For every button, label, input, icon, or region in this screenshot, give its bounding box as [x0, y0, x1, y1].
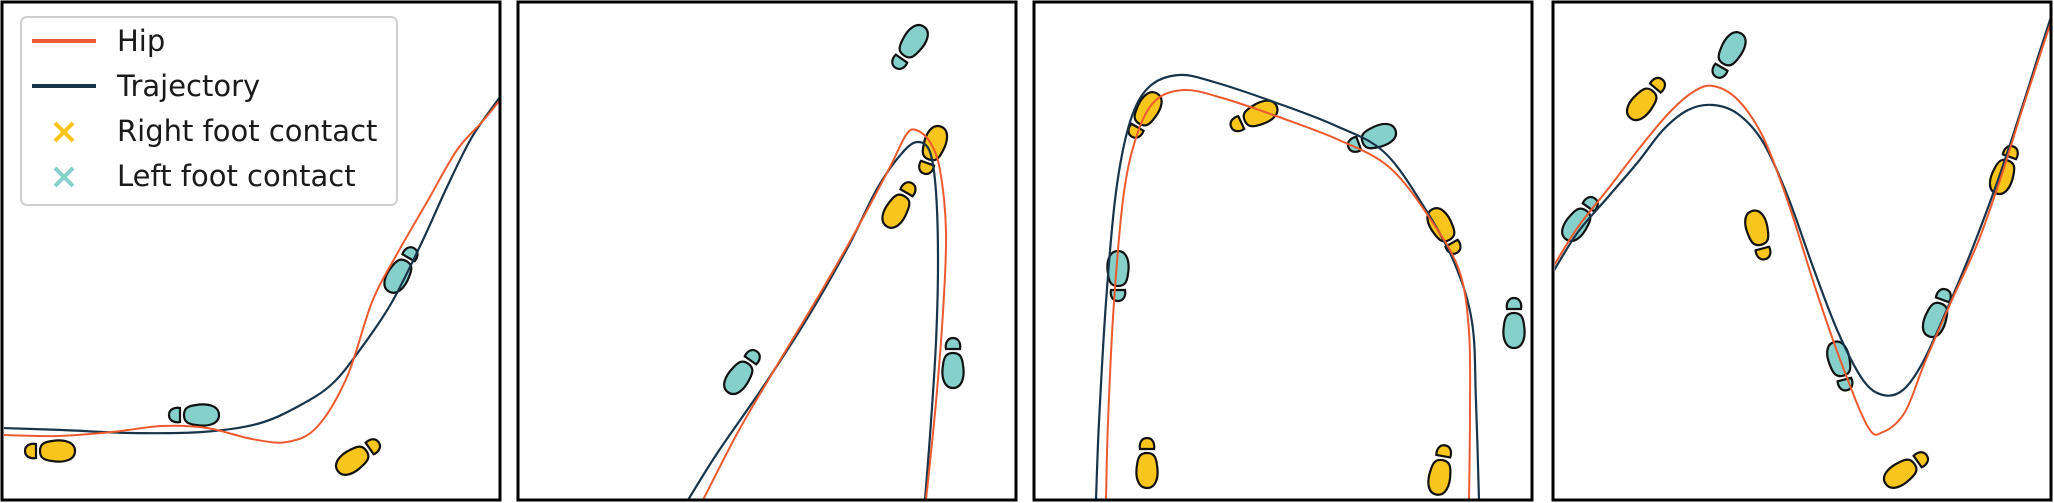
footprint-heel: [743, 348, 761, 366]
legend-left-foot-marker: [53, 166, 75, 188]
right-footprint-icon: [1135, 436, 1159, 490]
footprint-sole: [38, 439, 77, 463]
footprint-sole: [723, 360, 754, 396]
footprint-heel: [1505, 296, 1523, 311]
panel-2-plot-area: [687, 23, 965, 500]
trajectory-line: [1555, 16, 2051, 397]
footprint-heel: [364, 438, 382, 456]
footprint-sole: [1988, 158, 2016, 196]
footprint-sole: [1106, 249, 1130, 288]
panel-1-frame: [0, 0, 502, 502]
footprint-sole: [1717, 31, 1747, 67]
panel-4: [1551, 0, 2053, 502]
panel-3: [1032, 0, 1534, 502]
footprint-heel: [1138, 436, 1156, 451]
legend: Hip Trajectory Right foot contact Left f…: [20, 16, 398, 206]
footprint-heel: [1346, 135, 1363, 153]
left-footprint-icon: [383, 246, 419, 294]
left-footprint-icon: [1711, 31, 1747, 79]
footprint-heel: [1934, 287, 1952, 304]
left-footprint-icon: [1561, 195, 1599, 243]
footprint-heel: [1754, 245, 1772, 261]
legend-left-foot-label: Left foot contact: [117, 159, 356, 193]
hip-line: [4, 99, 500, 444]
footprint-heel: [2001, 144, 2019, 161]
left-footprint-icon: [1826, 340, 1854, 392]
footprint-sole: [1135, 451, 1159, 490]
footprint-sole: [1921, 301, 1949, 339]
left-footprint-icon: [1502, 296, 1526, 350]
footprint-sole: [1625, 87, 1658, 122]
right-footprint-icon: [23, 439, 77, 463]
trajectory-line: [1094, 73, 1481, 500]
footprint-sole: [881, 193, 911, 229]
hip-line: [1105, 88, 1472, 500]
footprint-heel: [1109, 288, 1127, 303]
footprint-heel: [1711, 62, 1729, 79]
legend-box: [20, 16, 398, 206]
left-footprint-icon: [1346, 122, 1398, 153]
footprint-sole: [383, 258, 413, 294]
panel-3-frame: [1032, 0, 1534, 502]
panel-1-plot-area: [4, 96, 500, 476]
footprint-heel: [1229, 114, 1246, 133]
footprint-sole: [1427, 458, 1452, 496]
footprint-heel: [1648, 76, 1667, 94]
right-footprint-icon: [881, 181, 917, 229]
hip-line: [702, 128, 948, 500]
panel-1: [0, 0, 502, 502]
footprint-heel: [899, 181, 917, 198]
footprint-heel: [891, 53, 909, 71]
footprint-heel: [944, 336, 962, 351]
panel-3-plot-area: [1094, 73, 1526, 500]
left-footprint-icon: [941, 336, 965, 390]
footprint-sole: [1426, 207, 1456, 243]
right-footprint-icon: [1882, 451, 1930, 489]
left-footprint-icon: [1921, 287, 1952, 339]
legend-right-foot-marker: [53, 121, 75, 143]
footprint-sole: [1561, 207, 1592, 243]
left-footprint-icon: [891, 23, 929, 71]
legend-right-foot-label: Right foot contact: [117, 114, 377, 148]
right-footprint-icon: [1988, 144, 2019, 196]
right-footprint-icon: [1744, 209, 1772, 261]
footprint-sole: [1744, 209, 1770, 247]
right-footprint-icon: [334, 438, 382, 476]
panel-4-frame: [1551, 0, 2053, 502]
legend-hip-label: Hip: [117, 24, 165, 58]
footprint-sole: [1502, 311, 1526, 350]
panel-4-plot-area: [1555, 16, 2051, 489]
right-footprint-icon: [1625, 76, 1667, 122]
footprint-heel: [1435, 444, 1453, 459]
footprint-sole: [898, 23, 929, 59]
footprint-heel: [23, 442, 38, 460]
right-footprint-icon: [1427, 444, 1453, 496]
footprint-sole: [334, 445, 370, 476]
footprint-sole: [941, 351, 965, 390]
left-footprint-icon: [167, 403, 221, 427]
footprint-heel: [1912, 451, 1930, 469]
trajectory-line: [4, 96, 500, 435]
footprint-sole: [1882, 458, 1918, 489]
legend-trajectory-label: Trajectory: [116, 69, 260, 103]
right-footprint-icon: [1426, 207, 1462, 255]
left-footprint-icon: [723, 348, 761, 396]
footprint-sole: [182, 403, 221, 427]
footprint-heel: [167, 406, 182, 424]
panel-2: [516, 0, 1018, 502]
hip-line: [1555, 21, 2051, 436]
panel-2-frame: [516, 0, 1018, 502]
